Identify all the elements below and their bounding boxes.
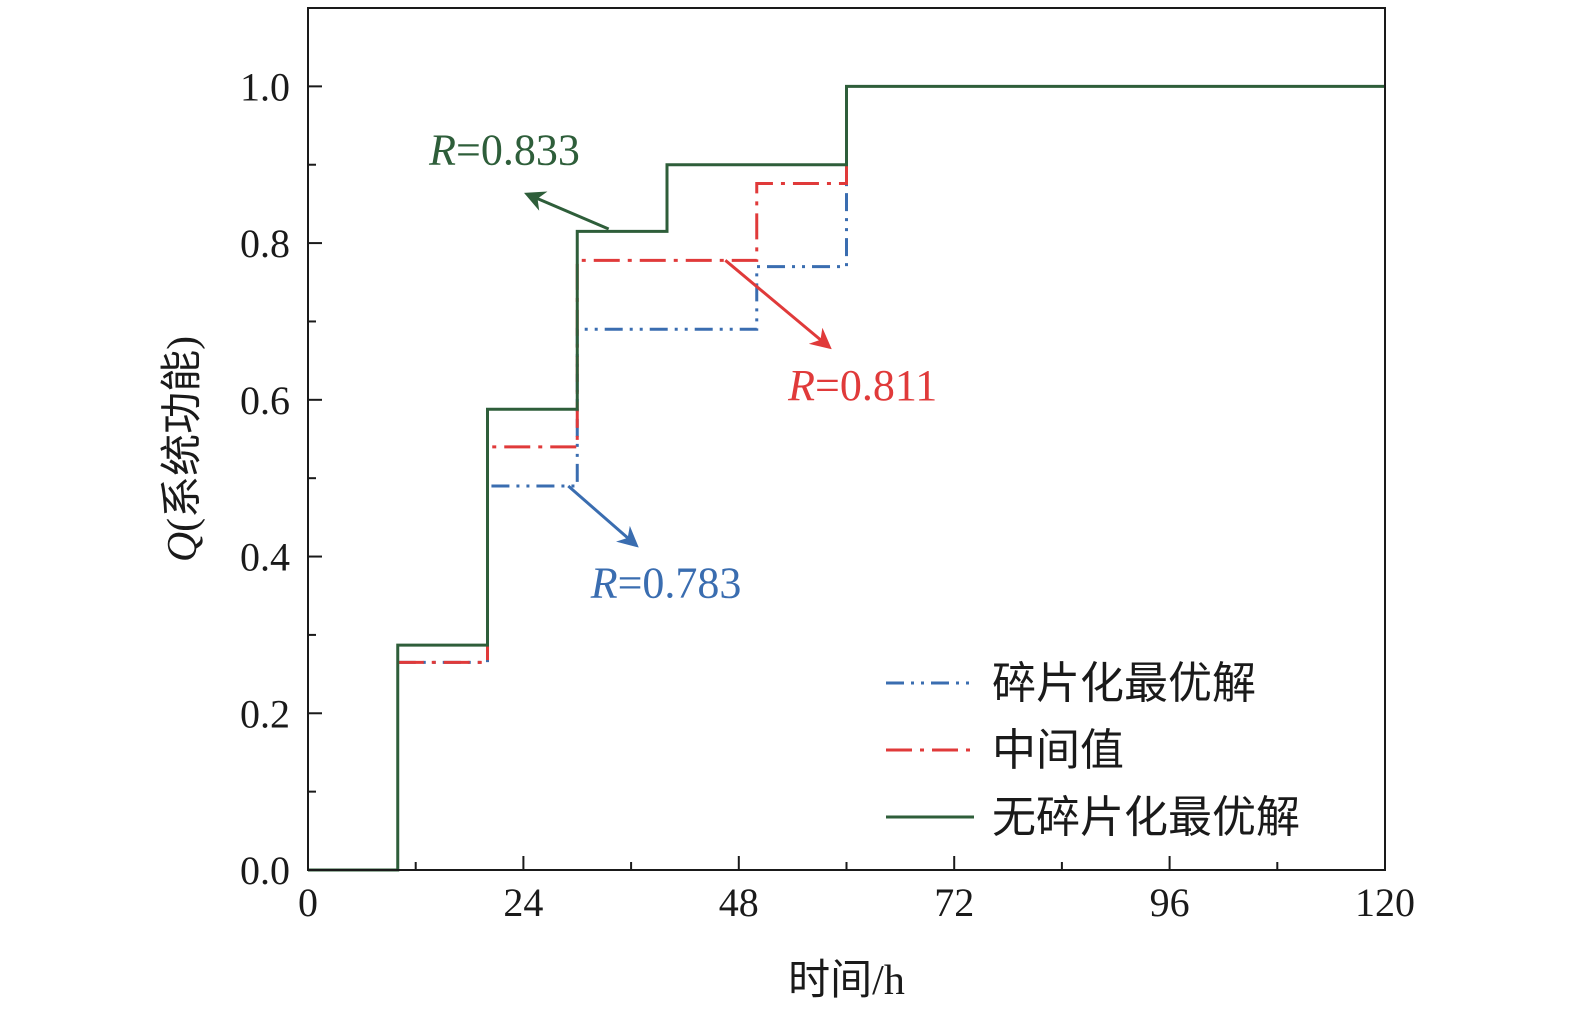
annotation-label: R=0.833 [428,126,580,175]
x-tick-label: 24 [503,880,543,925]
y-tick-label: 0.6 [240,378,290,423]
y-tick-label: 1.0 [240,64,290,109]
annotation-label: R=0.811 [787,361,937,410]
x-tick-label: 120 [1355,880,1415,925]
x-tick-label: 72 [934,880,974,925]
y-axis-title: Q(系统功能) [160,336,206,562]
y-tick-label: 0.0 [240,848,290,893]
annotation-variable: R [428,126,456,175]
annotation-value: =0.833 [456,126,580,175]
series-line-3 [308,84,1385,872]
legend-label: 无碎片化最优解 [992,793,1300,842]
annotation-value: =0.811 [815,361,937,410]
x-tick-label: 96 [1150,880,1190,925]
y-tick-label: 0.8 [240,221,290,266]
x-tick-label: 48 [719,880,759,925]
y-axis-variable: Q [160,532,206,562]
annotation-arrow [567,484,639,548]
y-tick-label: 0.2 [240,691,290,736]
y-axis-description: (系统功能) [160,336,206,532]
legend-label: 碎片化最优解 [992,659,1256,708]
x-tick-label: 0 [298,880,318,925]
annotation-variable: R [590,558,618,607]
annotation-variable: R [787,361,815,410]
y-tick-label: 0.4 [240,535,290,580]
annotation-arrow [524,191,610,231]
axes-layer: 0 24 48 72 96 120 0.0 0.2 0.4 0.6 0.8 1.0 时间/h Q(系统功能… [160,7,1415,1004]
legend-label: 中间值 [992,726,1124,775]
annotation-value: =0.783 [618,558,742,607]
x-axis-title: 时间/h [788,958,905,1004]
annotation-arrow [724,259,832,350]
annotation-label: R=0.783 [590,558,742,607]
series-layer [308,84,1385,872]
